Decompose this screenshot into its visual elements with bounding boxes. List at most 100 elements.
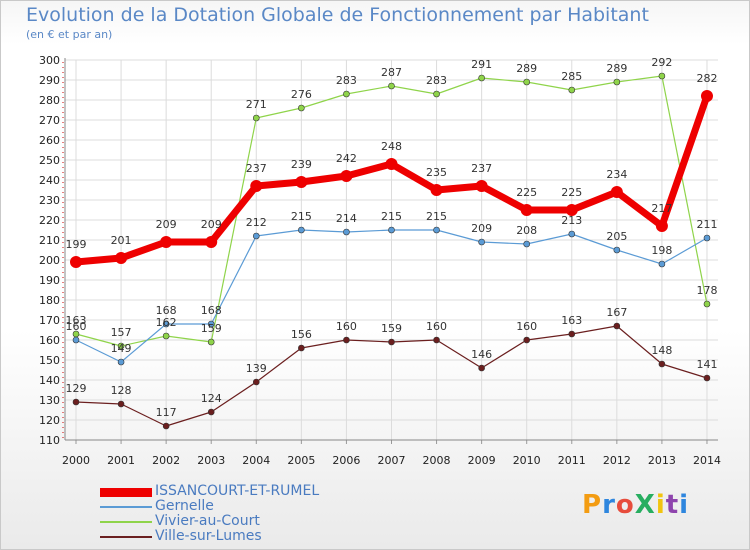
y-tick-label: 140 [39,374,60,387]
y-tick-label: 290 [39,74,60,87]
data-point [703,374,711,382]
data-label: 149 [111,342,132,355]
data-label: 178 [696,284,717,297]
legend-swatch [100,536,152,538]
data-label: 289 [606,62,627,75]
legend-swatch [100,506,152,508]
data-point [162,422,170,430]
data-label: 225 [516,186,537,199]
legend-swatch [100,487,152,497]
y-tick-label: 150 [39,354,60,367]
data-point [298,104,305,112]
x-tick-label: 2000 [62,454,90,467]
y-tick-label: 270 [39,114,60,127]
data-label: 289 [516,62,537,75]
data-point [433,226,440,234]
x-tick-label: 2014 [693,454,721,467]
data-label: 217 [651,202,672,215]
data-point [250,180,263,192]
data-label: 141 [696,358,717,371]
y-tick-label: 170 [39,314,60,327]
y-tick-label: 280 [39,94,60,107]
x-tick-label: 2013 [648,454,676,467]
legend-swatch [100,521,152,523]
data-point [160,236,173,248]
data-point [700,90,713,102]
data-label: 162 [156,316,177,329]
data-label: 129 [66,382,87,395]
data-point [388,226,395,234]
legend-item: ISSANCOURT-ET-RUMEL [100,483,400,499]
data-label: 205 [606,230,627,243]
data-label: 237 [246,162,267,175]
legend-label: Ville-sur-Lumes [155,528,262,544]
data-point [385,158,398,170]
legend-label: Vivier-au-Court [155,513,260,529]
proxiti-logo: ProXiti [582,490,689,520]
data-label: 163 [66,314,87,327]
data-point [565,204,578,216]
axes [62,58,718,444]
chart-title: Evolution de la Dotation Globale de Fonc… [26,4,649,26]
y-tick-labels: 110 120 130 140 150 160 170 180 190 200 210 220 230 2… [39,54,60,447]
x-tick-label: 2012 [603,454,631,467]
data-point [343,90,350,98]
data-point [162,332,170,340]
logo-letter: i [679,490,690,520]
data-point [478,74,485,82]
data-label: 208 [516,224,537,237]
data-label: 168 [201,304,222,317]
data-label: 167 [606,306,627,319]
x-tick-label: 2011 [558,454,586,467]
data-point [610,186,623,198]
data-label: 156 [291,328,312,341]
series-lines [70,72,713,430]
y-tick-label: 110 [39,434,60,447]
data-label: 225 [561,186,582,199]
data-label: 160 [336,320,357,333]
data-point [207,408,215,416]
logo-letter: o [615,490,635,520]
data-point [523,78,531,86]
data-label: 201 [111,234,132,247]
logo-letter: t [665,490,680,520]
data-point [340,170,353,182]
legend-item: Gernelle [100,498,400,514]
data-point [568,230,576,238]
data-label: 291 [471,58,492,71]
data-label: 292 [651,56,672,69]
legend-item: Ville-sur-Lumes [100,528,400,544]
y-tick-label: 200 [39,254,60,267]
y-tick-label: 120 [39,414,60,427]
y-tick-label: 230 [39,194,60,207]
data-point [295,176,308,188]
data-point [703,300,711,308]
data-point [72,336,80,344]
data-label: 168 [156,304,177,317]
y-tick-label: 240 [39,174,60,187]
data-label: 160 [66,320,87,333]
x-tick-label: 2002 [152,454,180,467]
logo-letter: r [602,490,616,520]
data-point [523,336,531,344]
data-label: 146 [471,348,492,361]
data-label: 215 [426,210,447,223]
data-point [252,378,260,386]
data-label: 283 [336,74,357,87]
data-label: 215 [291,210,312,223]
y-tick-label: 300 [39,54,60,67]
data-point [298,226,305,234]
data-point [478,364,485,372]
data-point [658,72,666,80]
data-point [568,330,576,338]
data-point [252,114,260,122]
data-point [658,260,666,268]
data-point [478,238,485,246]
logo-letter: P [582,490,603,520]
x-tick-label: 2009 [468,454,496,467]
y-tick-label: 220 [39,214,60,227]
data-label: 124 [201,392,222,405]
legend-item: Vivier-au-Court [100,513,400,529]
data-label: 214 [336,212,357,225]
